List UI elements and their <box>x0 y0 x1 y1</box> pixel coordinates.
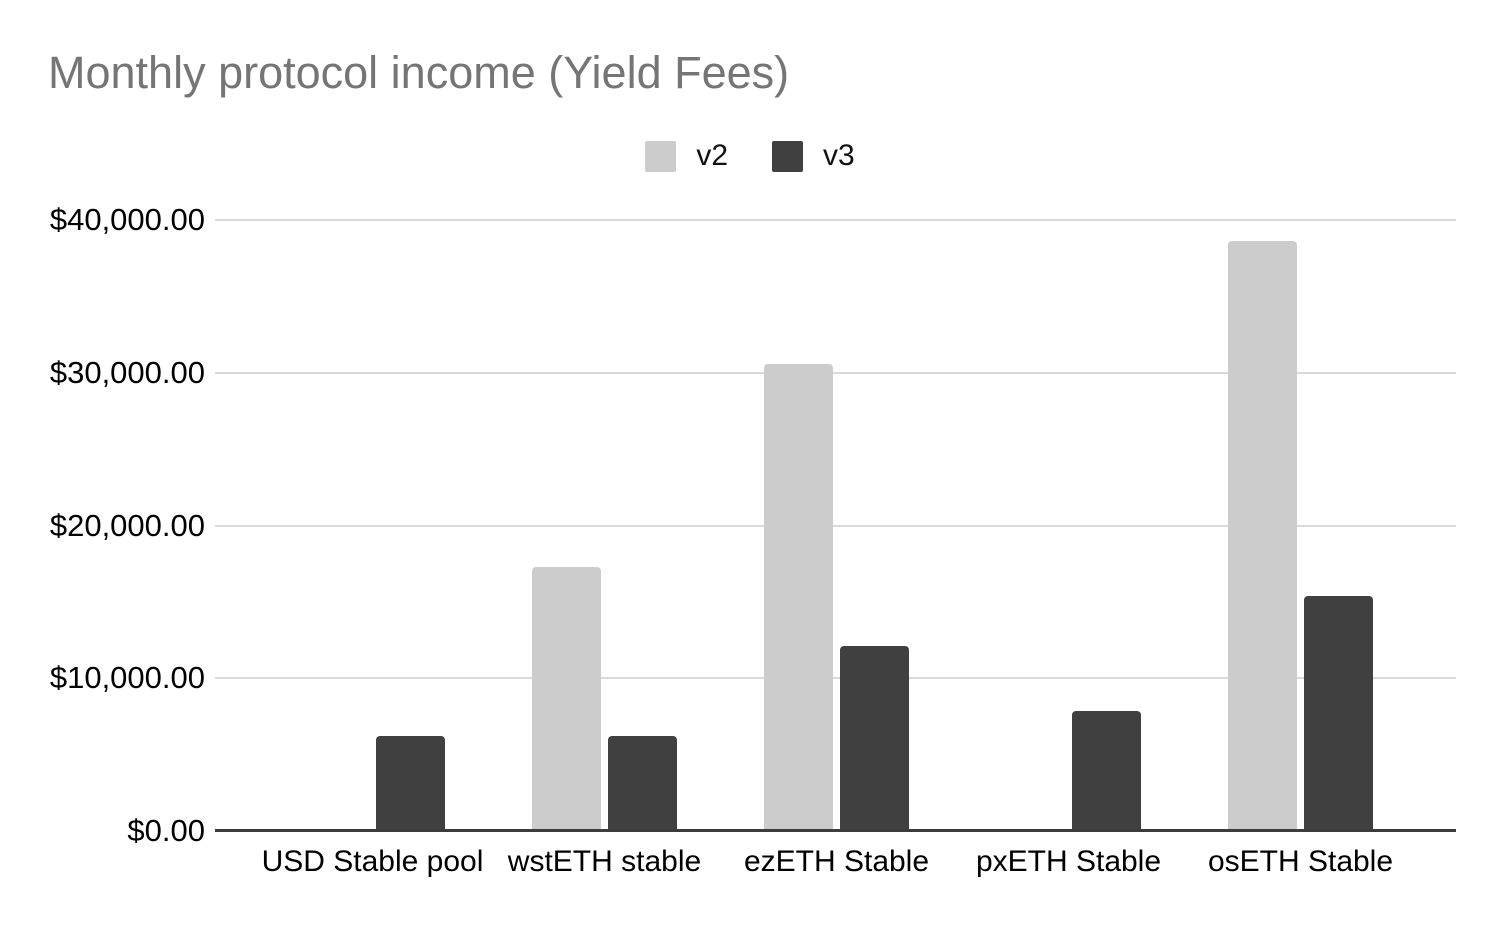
y-tick-label-30000: $30,000.00 <box>49 354 205 390</box>
x-axis-label-wsteth-stable: wstETH stable <box>507 845 702 878</box>
bar-v2-oseth-stable <box>1228 241 1297 831</box>
gridline-40000 <box>215 219 1456 221</box>
chart-title: Monthly protocol income (Yield Fees) <box>48 47 790 98</box>
x-axis-label-ezeth-stable: ezETH Stable <box>743 845 930 878</box>
y-tick-label-20000: $20,000.00 <box>49 507 205 543</box>
y-tick-label-0: $0.00 <box>127 813 205 848</box>
y-tick-label-10000: $10,000.00 <box>49 660 205 696</box>
bar-v3-oseth-stable <box>1304 595 1373 831</box>
bar-v3-pxeth-stable <box>1072 711 1141 831</box>
gridline-30000 <box>215 371 1456 374</box>
x-axis-line <box>215 829 1456 832</box>
legend-label-v3: v3 <box>823 139 855 172</box>
legend-item-v2: v2 <box>645 139 728 172</box>
legend-swatch-v2 <box>645 140 677 172</box>
bar-v2-wsteth-stable <box>532 566 601 831</box>
legend-swatch-v3 <box>772 140 803 172</box>
gridline-20000 <box>215 524 1456 527</box>
legend-label-v2: v2 <box>696 139 728 172</box>
bar-v3-usd-stable-pool <box>376 736 445 831</box>
legend-item-v3: v3 <box>772 139 855 172</box>
y-tick-label-40000: $40,000.00 <box>49 202 205 237</box>
chart-legend: v2 v3 <box>0 138 1500 174</box>
gridline-10000 <box>215 677 1456 680</box>
bar-v3-ezeth-stable <box>840 646 909 831</box>
x-axis-label-pxeth-stable: pxETH Stable <box>975 845 1162 878</box>
x-axis-label-usd-stable-pool: USD Stable pool <box>261 845 484 878</box>
bar-v2-ezeth-stable <box>764 363 833 831</box>
bar-v3-wsteth-stable <box>608 736 677 831</box>
x-axis-label-oseth-stable: osETH Stable <box>1207 845 1394 878</box>
